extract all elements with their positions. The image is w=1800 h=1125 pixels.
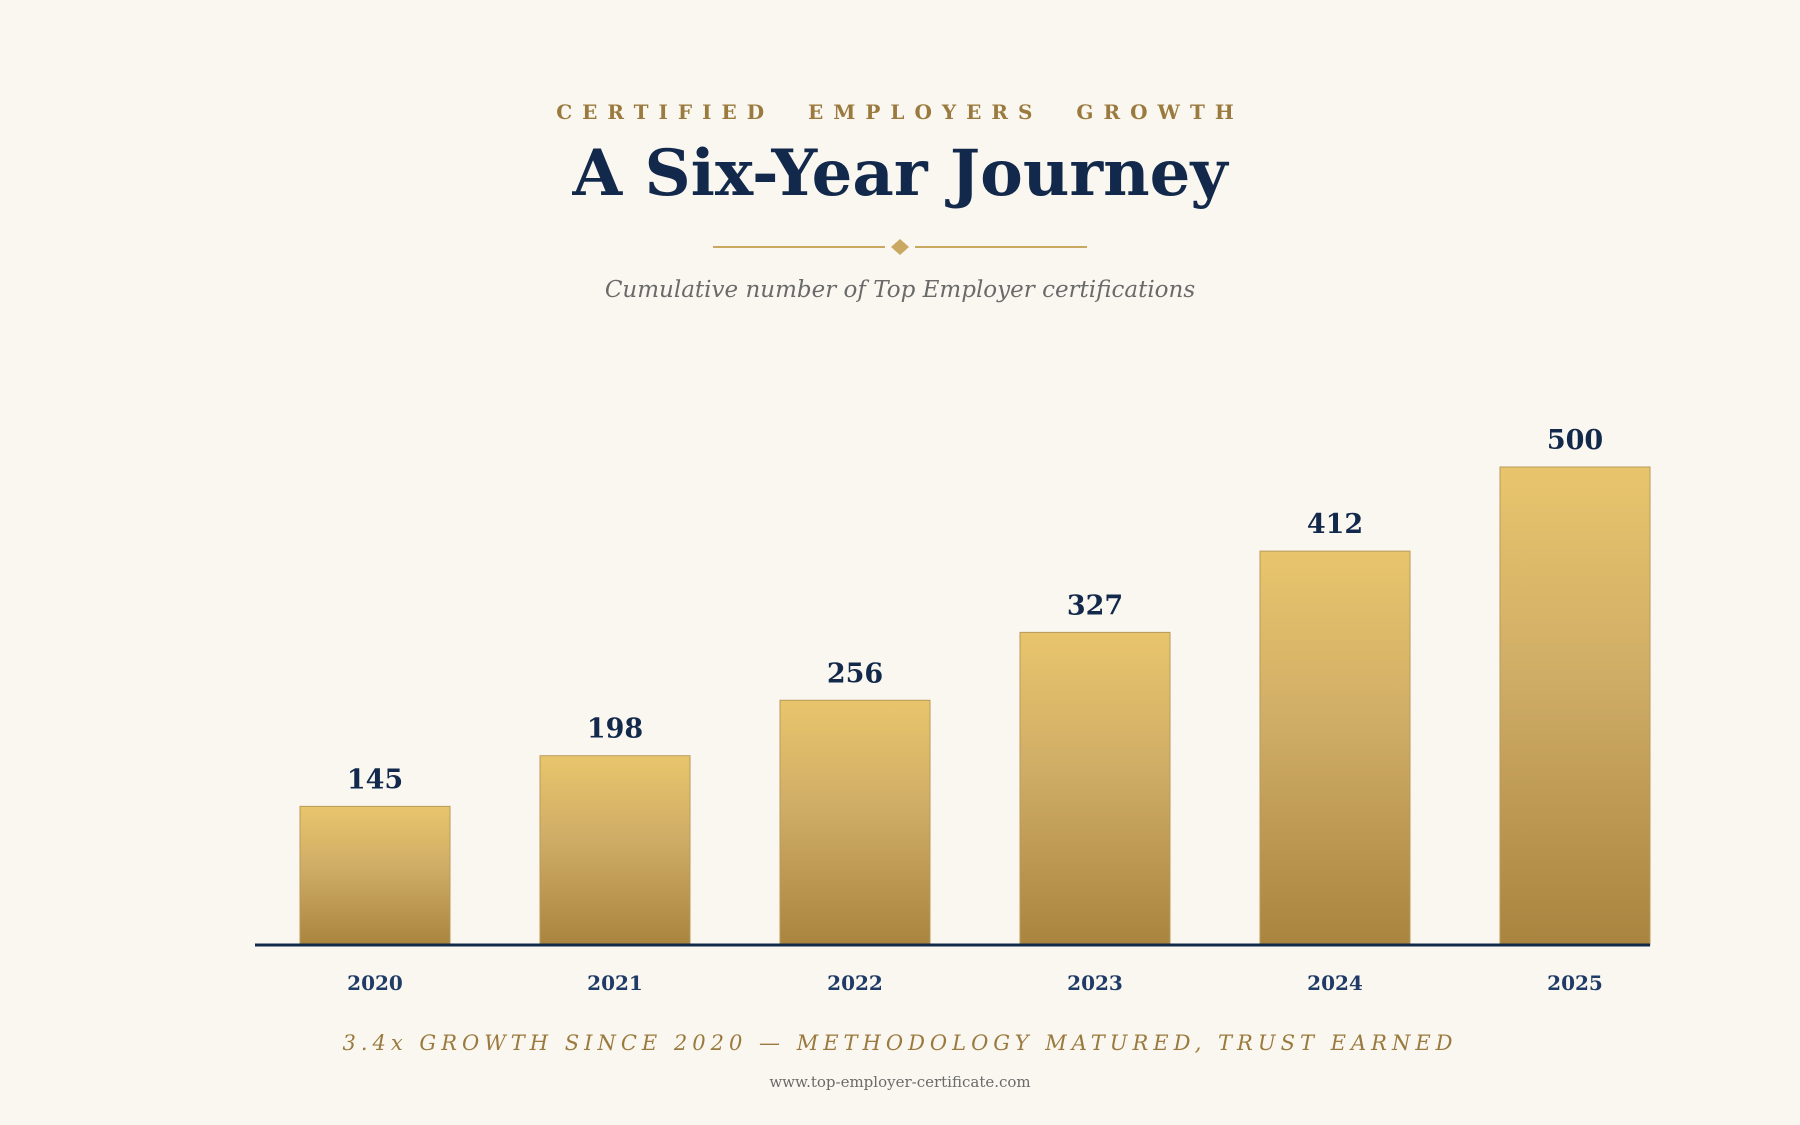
bar-series bbox=[299, 466, 1651, 946]
footer-website: www.top-employer-certificate.com bbox=[769, 1073, 1031, 1091]
bar-2024 bbox=[1259, 550, 1411, 946]
title-divider-ornament bbox=[713, 239, 1087, 255]
x-tick-label-2021: 2021 bbox=[587, 971, 643, 995]
bar-value-label-2023: 327 bbox=[1067, 590, 1123, 621]
x-tick-label-2024: 2024 bbox=[1307, 971, 1363, 995]
bar-2022 bbox=[779, 699, 931, 946]
footer-tagline: 3.4x GROWTH SINCE 2020 — METHODOLOGY MAT… bbox=[342, 1031, 1458, 1055]
bar-value-label-2025: 500 bbox=[1547, 425, 1603, 456]
chart-subtitle: Cumulative number of Top Employer certif… bbox=[604, 277, 1196, 303]
chart-title: A Six-Year Journey bbox=[572, 136, 1228, 211]
bar-value-label-2021: 198 bbox=[587, 714, 643, 745]
bar-2023 bbox=[1019, 631, 1171, 946]
x-tick-label-2022: 2022 bbox=[827, 971, 883, 995]
divider-diamond-icon bbox=[891, 239, 909, 255]
bar-2025 bbox=[1499, 466, 1651, 946]
bar-value-label-2024: 412 bbox=[1307, 509, 1363, 540]
x-tick-label-2020: 2020 bbox=[347, 971, 403, 995]
bar-value-label-2022: 256 bbox=[827, 658, 883, 689]
data-labels: 145 198 256 327 412 500 bbox=[347, 425, 1603, 795]
x-tick-label-2023: 2023 bbox=[1067, 971, 1123, 995]
bar-2021 bbox=[539, 755, 691, 946]
bar-2020 bbox=[299, 805, 451, 946]
chart-eyebrow: CERTIFIED EMPLOYERS GROWTH bbox=[556, 100, 1244, 124]
x-tick-label-2025: 2025 bbox=[1547, 971, 1603, 995]
x-tick-labels: 2020 2021 2022 2023 2024 2025 bbox=[347, 971, 1603, 995]
bar-value-label-2020: 145 bbox=[347, 764, 403, 795]
